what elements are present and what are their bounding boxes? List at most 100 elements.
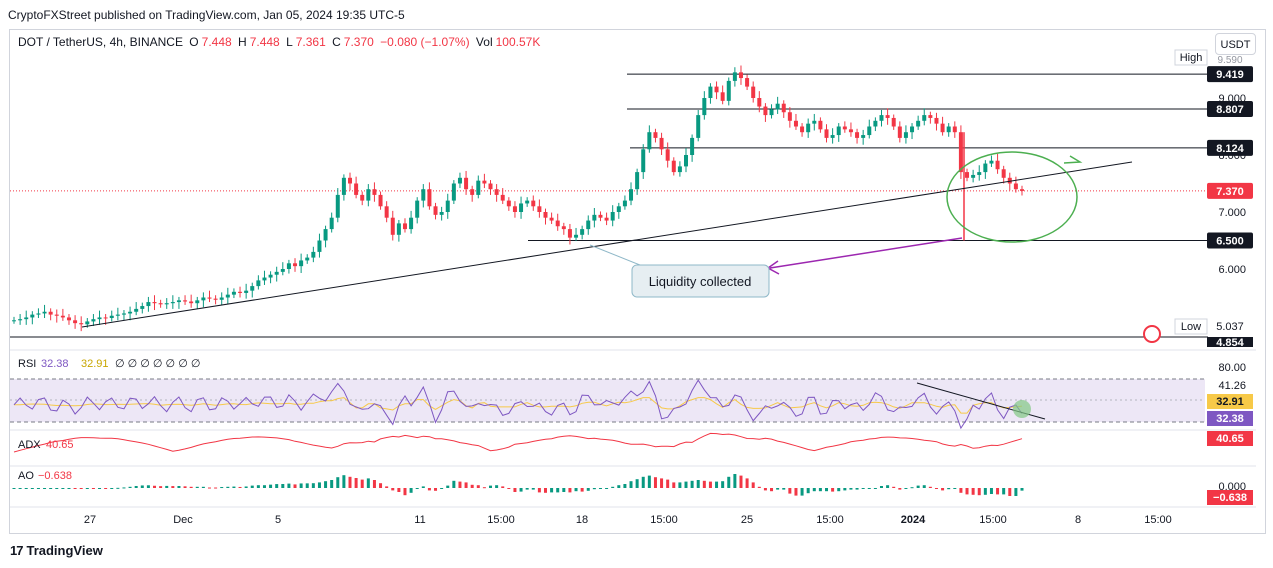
ao-bar xyxy=(757,486,761,488)
ao-bar xyxy=(879,486,883,488)
candle-body xyxy=(464,177,469,190)
ao-bar xyxy=(348,476,352,488)
adx-pane: ADX 40.65 40.65 xyxy=(13,431,1253,453)
candle-body xyxy=(439,212,444,215)
ao-bar xyxy=(30,488,34,489)
candle-body xyxy=(451,183,456,201)
ao-bar xyxy=(947,488,951,490)
ao-bar xyxy=(617,485,621,488)
candle-body xyxy=(305,257,310,261)
ao-bar xyxy=(464,482,468,488)
symbol-name[interactable]: DOT / TetherUS, 4h, BINANCE xyxy=(18,35,183,49)
rsi-ma-line xyxy=(14,397,1023,414)
ao-bar xyxy=(525,488,529,490)
candle-body xyxy=(457,177,462,184)
candle-body xyxy=(195,300,200,304)
candle-body xyxy=(18,319,23,321)
candle-body xyxy=(348,177,352,184)
candle-body xyxy=(36,313,41,315)
candle-body xyxy=(891,117,896,127)
candle-body xyxy=(793,120,798,127)
ao-bar xyxy=(983,488,987,495)
rsi-ma-box xyxy=(1207,394,1253,409)
time-tick: 8 xyxy=(1075,514,1081,526)
candle-body xyxy=(622,200,627,207)
ao-bar xyxy=(244,486,248,488)
ao-bar xyxy=(342,475,346,488)
candle-body xyxy=(60,315,65,318)
candle-body xyxy=(335,194,340,218)
ao-bar xyxy=(507,488,511,489)
candle-body xyxy=(238,291,243,293)
candle-body xyxy=(1007,177,1012,184)
candle-body xyxy=(225,294,230,298)
ao-bar xyxy=(177,486,181,488)
rsi-pane: RSI 32.38 32.91 ∅ ∅ ∅ ∅ ∅ ∅ ∅ 80.00 41.26 32.9… xyxy=(10,358,1253,430)
ao-bar xyxy=(79,488,83,489)
candle-body xyxy=(354,183,359,195)
candle-body xyxy=(91,319,96,322)
currency-button[interactable]: USDT xyxy=(1215,33,1256,55)
candle-body xyxy=(836,126,841,136)
ao-bar xyxy=(104,488,108,489)
ao-bar xyxy=(311,483,315,488)
candle-body xyxy=(42,311,47,314)
adx-line xyxy=(13,432,1023,453)
candle-body xyxy=(262,277,267,281)
candle-body xyxy=(824,129,829,138)
ao-bar xyxy=(629,481,633,488)
ao-bar xyxy=(647,475,651,488)
ao-bar xyxy=(623,484,627,488)
candle-body xyxy=(806,123,811,133)
ao-bar xyxy=(959,488,963,493)
candle-body xyxy=(85,321,90,325)
candle-body xyxy=(1013,183,1018,190)
rsi-axis-label: 32.38 xyxy=(1216,413,1244,425)
low-label: L xyxy=(286,35,293,49)
candle-body xyxy=(152,302,157,304)
ao-bar xyxy=(85,488,89,489)
ao-bar xyxy=(403,488,407,496)
ao-bar xyxy=(837,488,841,492)
ao-bar xyxy=(605,488,609,489)
ao-bar xyxy=(568,488,572,493)
candle-body xyxy=(574,234,579,238)
candle-body xyxy=(983,163,988,173)
ao-bar xyxy=(550,488,554,493)
candle-body xyxy=(965,172,970,178)
open-value: 7.448 xyxy=(201,35,232,49)
ao-bar xyxy=(128,486,132,488)
ao-bar xyxy=(116,487,120,489)
ao-bar xyxy=(531,488,535,490)
ao-bar xyxy=(727,476,731,488)
ao-bar xyxy=(715,481,719,488)
candle-body xyxy=(775,103,780,110)
candle-body xyxy=(402,223,407,230)
ao-bar xyxy=(855,488,859,490)
candle-body xyxy=(934,117,939,124)
candle-body xyxy=(231,291,236,295)
candle-body xyxy=(769,109,774,116)
candle-body xyxy=(317,240,322,252)
ao-bar xyxy=(336,477,340,488)
candles-layer xyxy=(12,65,1024,332)
ao-bar xyxy=(324,481,328,488)
level-label-box xyxy=(1207,66,1253,83)
ao-bar xyxy=(825,488,829,492)
candle-body xyxy=(586,220,591,230)
candle-body xyxy=(415,200,420,218)
candle-body xyxy=(708,86,713,98)
candle-body xyxy=(812,120,817,124)
time-tick: Dec xyxy=(173,514,193,526)
candle-body xyxy=(861,135,866,138)
candle-body xyxy=(555,220,560,227)
current-price-box xyxy=(1207,182,1253,199)
candle-body xyxy=(757,98,762,107)
rsi-extra: ∅ ∅ ∅ ∅ ∅ ∅ ∅ xyxy=(115,358,200,370)
candle-body xyxy=(940,123,945,133)
candle-body xyxy=(323,229,328,241)
candle-body xyxy=(580,229,585,235)
ao-bar xyxy=(806,488,810,494)
candle-body xyxy=(427,189,432,207)
